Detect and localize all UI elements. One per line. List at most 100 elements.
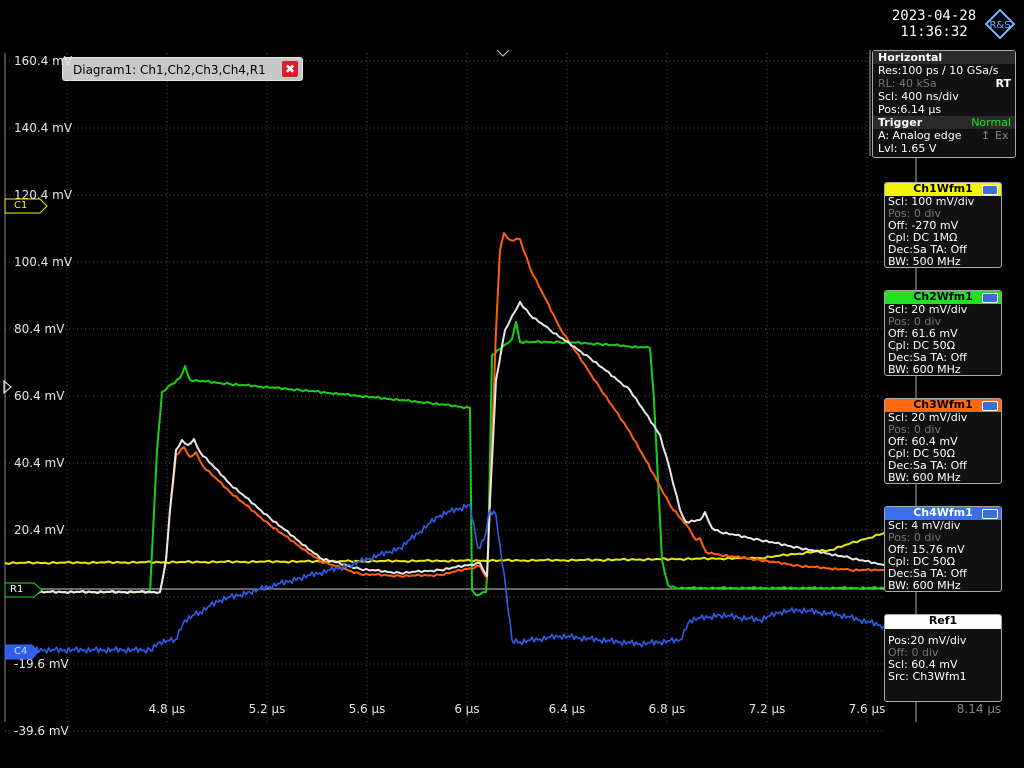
diagram-tab[interactable]: Diagram1: Ch1,Ch2,Ch3,Ch4,R1 ✖	[62, 57, 303, 81]
x-tick-label: 4.8 µs	[148, 702, 186, 716]
r1-marker[interactable]: R1	[4, 582, 43, 598]
trigger-header: Trigger Normal	[873, 116, 1015, 129]
ch2-trace	[4, 321, 885, 596]
ch3-scale: Scl: 20 mV/div	[888, 411, 968, 424]
ch4-title-bar: Ch4Wfm1	[885, 507, 1001, 520]
horizontal-panel[interactable]: Horizontal Res:100 ps / 10 GSa/s RL: 40 …	[872, 50, 1016, 158]
trigger-source: A: Analog edge	[878, 129, 962, 142]
ch4-decimation: Dec:Sa TA: Off	[888, 567, 967, 580]
minimize-icon[interactable]	[982, 293, 998, 303]
ref1-info-panel[interactable]: Ref1 Pos:20 mV/div Off: 0 div Scl: 60.4 …	[884, 614, 1002, 702]
ch2-bandwidth: BW: 600 MHz	[888, 363, 961, 376]
ch3-name: Ch3Wfm1	[913, 398, 973, 411]
trigger-title: Trigger	[878, 116, 923, 129]
ch4-coupling: Cpl: DC 50Ω	[888, 555, 955, 568]
rising-edge-icon: ↥	[981, 129, 991, 142]
trigger-mode: Normal	[971, 116, 1011, 129]
ch3-decimation: Dec:Sa TA: Off	[888, 459, 967, 472]
y-tick-label: -19.6 mV	[14, 657, 69, 671]
ref-level-arrow-icon	[3, 380, 12, 394]
trigger-ext: Ex	[995, 129, 1009, 142]
trigger-level: Lvl: 1.65 V	[878, 142, 937, 155]
ch1-info-panel[interactable]: Ch1Wfm1 Scl: 100 mV/div Pos: 0 div Off: …	[884, 182, 1002, 268]
y-tick-label: 100.4 mV	[14, 255, 73, 269]
close-icon[interactable]: ✖	[282, 61, 298, 77]
time-text: 11:36:32	[900, 24, 968, 40]
x-tick-label: 6 µs	[454, 702, 480, 716]
c4-tag-icon	[4, 644, 39, 660]
horizontal-pos: Pos:6.14 µs	[878, 103, 942, 116]
date-text: 2023-04-28	[891, 8, 977, 24]
x-overflow-label: 8.14 µs	[956, 702, 1002, 716]
horizontal-res: Res:100 ps / 10 GSa/s	[878, 64, 999, 77]
diagram-label: Diagram1: Ch1,Ch2,Ch3,Ch4,R1	[73, 63, 266, 77]
c1-label: C1	[14, 200, 28, 211]
y-tick-label: 20.4 mV	[14, 523, 65, 537]
ch3-info-panel[interactable]: Ch3Wfm1 Scl: 20 mV/div Pos: 0 div Off: 6…	[884, 398, 1002, 484]
ref1-scale: Scl: 60.4 mV	[888, 658, 958, 671]
ref1-title-bar: Ref1	[885, 615, 1001, 629]
x-tick-label: 6.4 µs	[548, 702, 586, 716]
ch3-pos: Pos: 0 div	[888, 423, 941, 436]
minimize-icon[interactable]	[982, 185, 998, 195]
ch1-title-bar: Ch1Wfm1	[885, 183, 1001, 196]
ch1-name: Ch1Wfm1	[913, 182, 973, 195]
ch2-coupling: Cpl: DC 50Ω	[888, 339, 955, 352]
ch2-decimation: Dec:Sa TA: Off	[888, 351, 967, 364]
ref1-offset: Off: 0 div	[888, 646, 939, 659]
y-tick-label: -39.6 mV	[14, 724, 69, 738]
ref1-name: Ref1	[928, 614, 958, 627]
ref1-source: Src: Ch3Wfm1	[888, 670, 967, 683]
horizontal-rl: RL: 40 kSa	[878, 77, 937, 90]
ch4-pos: Pos: 0 div	[888, 531, 941, 544]
c4-label: C4	[14, 646, 28, 657]
y-tick-label: 60.4 mV	[14, 389, 65, 403]
ch2-name: Ch2Wfm1	[913, 290, 973, 303]
ch3-bandwidth: BW: 600 MHz	[888, 471, 961, 484]
trigger-position-icon	[496, 49, 510, 57]
y-tick-label: 160.4 mV	[14, 54, 73, 68]
y-tick-label: 140.4 mV	[14, 121, 73, 135]
ch2-scale: Scl: 20 mV/div	[888, 303, 968, 316]
ch1-pos: Pos: 0 div	[888, 207, 941, 220]
grid	[4, 53, 884, 732]
r1-tag-icon	[4, 582, 43, 598]
ch3-coupling: Cpl: DC 50Ω	[888, 447, 955, 460]
rs-logo-icon: R&S	[985, 9, 1015, 39]
minimize-icon[interactable]	[982, 401, 998, 411]
c1-tag-icon	[4, 198, 48, 214]
x-tick-label: 6.8 µs	[648, 702, 686, 716]
trigger-source-row: A: Analog edge ↥ Ex	[873, 129, 1015, 142]
datetime: 2023-04-28 11:36:32	[888, 8, 980, 40]
svg-text:R&S: R&S	[989, 20, 1010, 31]
ch1-scale: Scl: 100 mV/div	[888, 195, 975, 208]
ch4-bandwidth: BW: 600 MHz	[888, 579, 961, 592]
horizontal-rl-row: RL: 40 kSa RT	[873, 77, 1015, 90]
ref1-trace	[4, 301, 885, 594]
x-tick-label: 7.6 µs	[848, 702, 886, 716]
horizontal-title: Horizontal	[873, 51, 1015, 64]
ch2-pos: Pos: 0 div	[888, 315, 941, 328]
ch1-offset: Off: -270 mV	[888, 219, 959, 232]
x-tick-label: 5.6 µs	[348, 702, 386, 716]
ch4-scale: Scl: 4 mV/div	[888, 519, 961, 532]
y-tick-label: 80.4 mV	[14, 322, 65, 336]
x-tick-label: 5.2 µs	[248, 702, 286, 716]
x-tick-label: 7.2 µs	[748, 702, 786, 716]
ch1-coupling: Cpl: DC 1MΩ	[888, 231, 958, 244]
ch1-decimation: Dec:Sa TA: Off	[888, 243, 967, 256]
ch2-info-panel[interactable]: Ch2Wfm1 Scl: 20 mV/div Pos: 0 div Off: 6…	[884, 290, 1002, 376]
ch4-name: Ch4Wfm1	[913, 506, 973, 519]
ch4-trace	[4, 503, 885, 654]
ch2-title-bar: Ch2Wfm1	[885, 291, 1001, 304]
ch1-bandwidth: BW: 500 MHz	[888, 255, 961, 268]
horizontal-scl: Scl: 400 ns/div	[878, 90, 959, 103]
c1-marker[interactable]: C1	[4, 198, 48, 214]
ref1-pos: Pos:20 mV/div	[888, 634, 967, 647]
ch4-offset: Off: 15.76 mV	[888, 543, 965, 556]
minimize-icon[interactable]	[982, 509, 998, 519]
ch4-info-panel[interactable]: Ch4Wfm1 Scl: 4 mV/div Pos: 0 div Off: 15…	[884, 506, 1002, 592]
y-tick-label: 40.4 mV	[14, 456, 65, 470]
c4-marker[interactable]: C4	[4, 644, 39, 660]
